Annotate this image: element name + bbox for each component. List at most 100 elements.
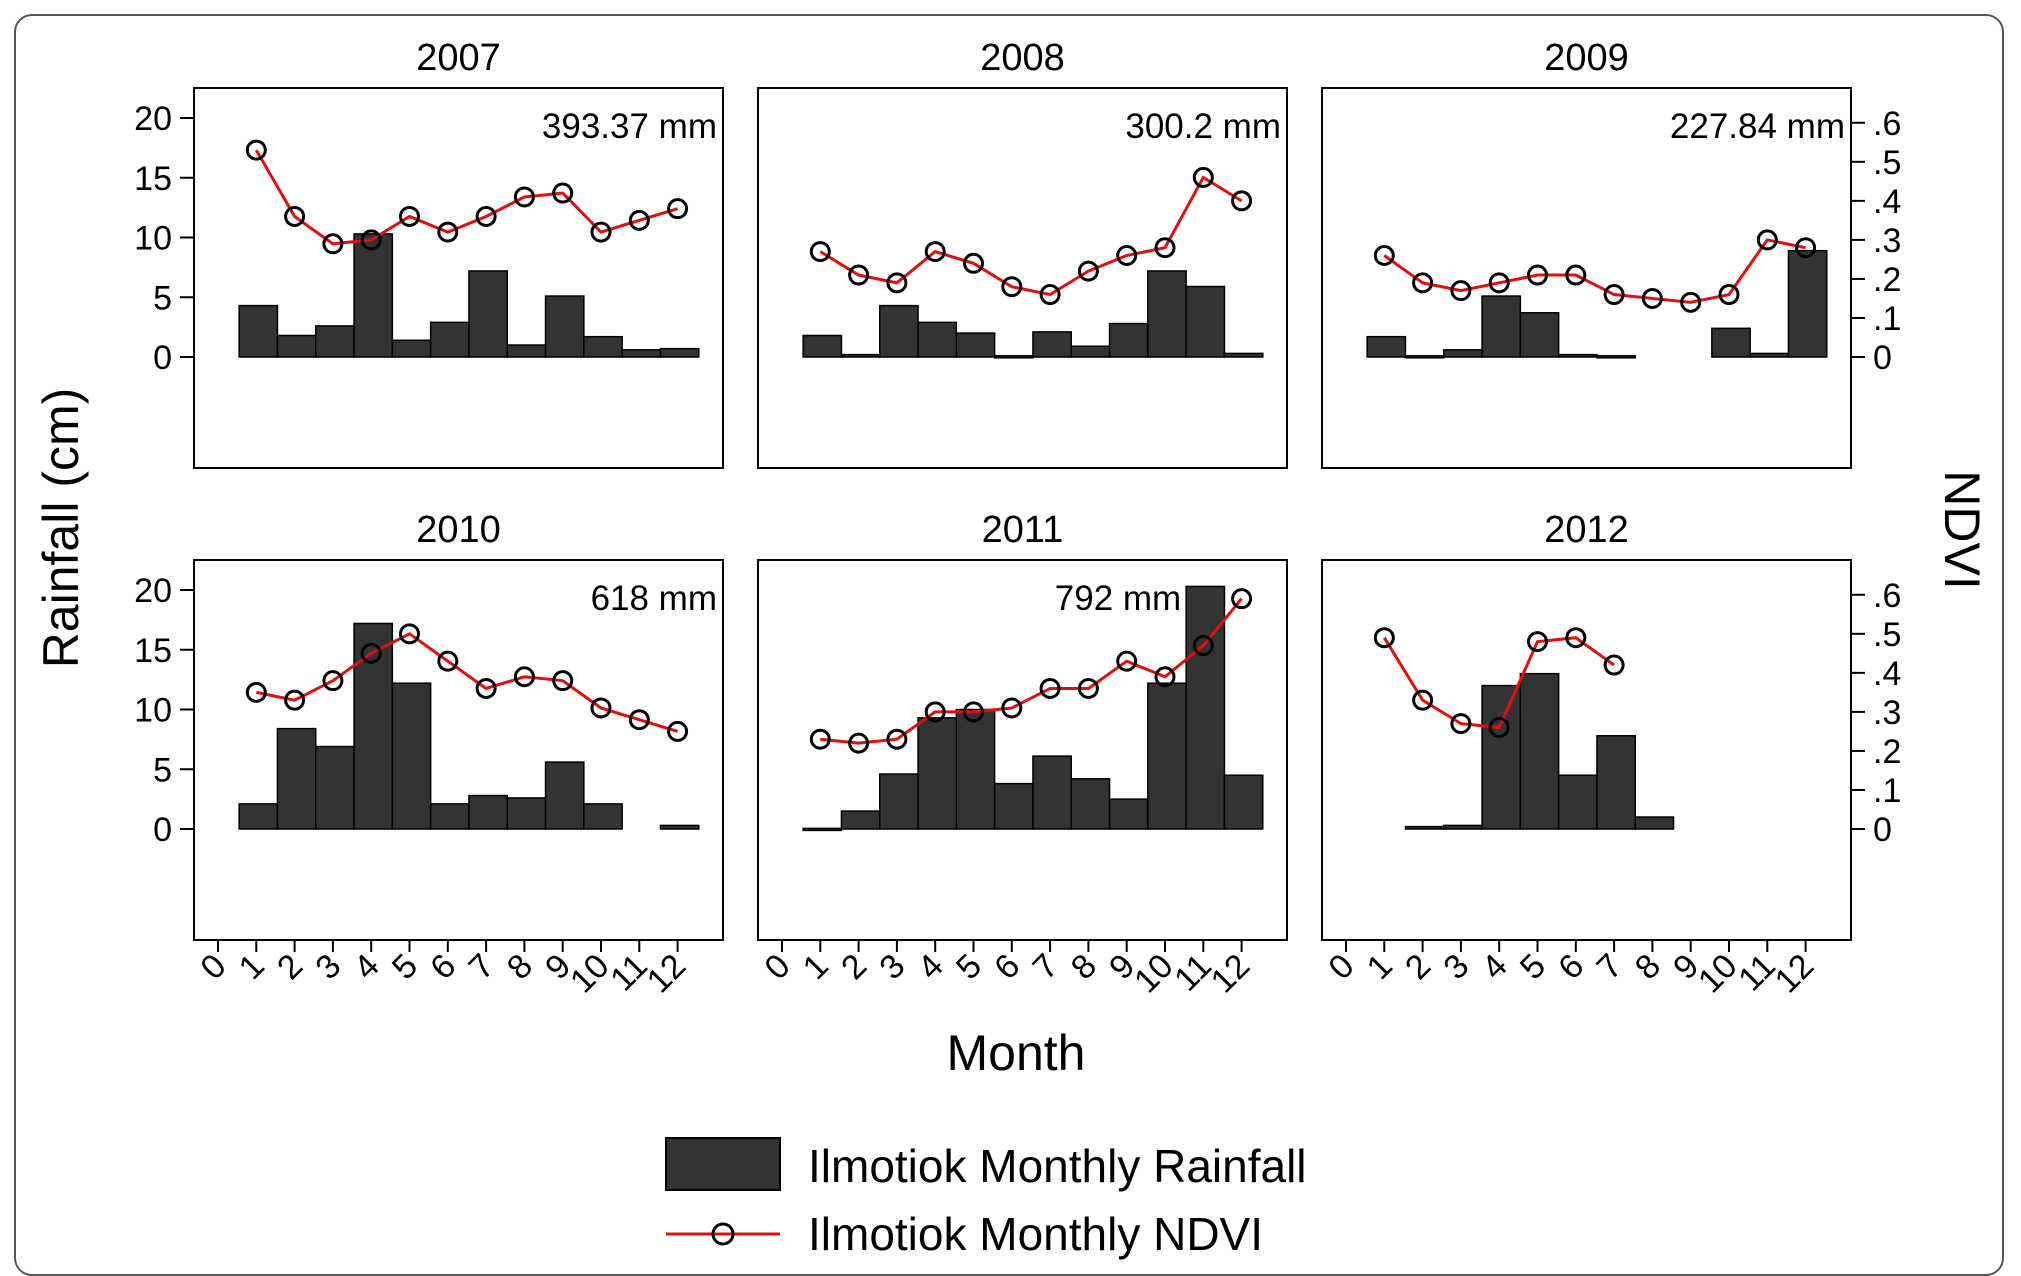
x-axis-label: Month (947, 1025, 1086, 1081)
panel-2009: 2009 227.84 mm 0.1.2.3.4.5.6 (1321, 37, 1901, 469)
rainfall-bar (544, 761, 585, 830)
rainfall-bar (391, 682, 432, 830)
rainfall-bar (659, 347, 700, 358)
ndvi-point (963, 701, 984, 723)
rainfall-bar (315, 325, 355, 358)
ndvi-point (284, 689, 306, 711)
rainfall-total-annotation: 227.84 mm (1670, 107, 1845, 146)
ndvi-point (1527, 264, 1548, 286)
x-tick-label: 7 (1590, 947, 1630, 987)
ndvi-point (1450, 280, 1472, 302)
x-tick-label: 6 (1551, 947, 1591, 987)
rainfall-bar (468, 794, 509, 830)
ndvi-line (1383, 238, 1806, 304)
rainfall-bar (917, 321, 958, 358)
x-tick-label: 6 (423, 947, 463, 987)
rainfall-bar (276, 727, 317, 830)
ndvi-point (437, 221, 459, 243)
y2-tick-label: .4 (1873, 655, 1901, 693)
ndvi-line (819, 175, 1243, 297)
x-tick-label: 8 (1064, 947, 1104, 987)
ndvi-point (399, 623, 420, 645)
ndvi-point (1412, 272, 1434, 294)
ndvi-point (1077, 677, 1099, 699)
x-tick-label: 12 (1768, 947, 1822, 1001)
ndvi-point (1488, 272, 1510, 294)
y-tick-label: 20 (134, 572, 172, 610)
rainfall-bar (1070, 778, 1111, 830)
rainfall-bar (544, 295, 585, 358)
legend-rainfall-swatch (665, 1137, 781, 1191)
ndvi-point (1756, 229, 1778, 251)
ndvi-point (475, 205, 497, 227)
ndvi-point (1373, 245, 1395, 267)
rainfall-bar (1366, 335, 1407, 358)
x-tick-label: 2 (1398, 947, 1438, 987)
ndvi-point (245, 681, 267, 703)
x-tick-label: 5 (1513, 947, 1553, 987)
ndvi-point (809, 728, 831, 750)
plot-area (757, 87, 1288, 469)
rainfall-bar (1596, 735, 1636, 830)
panel-title: 2010 (416, 509, 501, 551)
rainfall-bar (1749, 352, 1790, 358)
legend-rainfall-label: Ilmotiok Monthly Rainfall (808, 1140, 1307, 1192)
rainfall-bar (238, 304, 279, 358)
rainfall-bar (315, 745, 355, 830)
y2-tick-label: .5 (1873, 144, 1901, 182)
ndvi-point (848, 732, 870, 754)
x-tick-label: 0 (1321, 947, 1361, 987)
rainfall-bar (1185, 285, 1226, 358)
rainfall-bar (506, 797, 547, 830)
ndvi-point (924, 241, 946, 263)
rainfall-bar (1787, 249, 1828, 358)
x-tick-label: 5 (949, 947, 989, 987)
rainfall-bar (993, 782, 1034, 830)
x-tick-label: 6 (987, 947, 1027, 987)
rainfall-bar (391, 339, 432, 358)
rainfall-bar (353, 622, 394, 830)
panel-title: 2012 (1544, 509, 1629, 551)
y-right-axis-label: NDVI (1934, 470, 1990, 589)
y2-tick-label: .6 (1873, 577, 1901, 615)
y2-tick-label: .4 (1873, 183, 1901, 221)
ndvi-point (628, 709, 650, 731)
y-tick-label: 0 (153, 339, 172, 377)
rainfall-bar (429, 803, 470, 830)
y-tick-label: 15 (134, 632, 172, 670)
ndvi-point (1039, 284, 1061, 306)
rainfall-bar (1557, 774, 1598, 830)
rainfall-bar (1557, 353, 1598, 358)
rainfall-bar (917, 717, 958, 830)
ndvi-point (1680, 291, 1702, 313)
ndvi-point (1001, 697, 1023, 719)
y-tick-label: 10 (134, 220, 172, 258)
y2-tick-label: .1 (1873, 772, 1901, 810)
rainfall-bar (1223, 774, 1264, 830)
panel-title: 2011 (982, 509, 1064, 551)
ndvi-point (667, 720, 689, 742)
rainfall-bar (1443, 349, 1483, 358)
x-tick-label: 12 (1204, 947, 1258, 1001)
ndvi-point (628, 209, 650, 231)
ndvi-point (1718, 284, 1740, 306)
ndvi-point (809, 241, 831, 263)
ndvi-point (1231, 588, 1253, 610)
ndvi-point (513, 666, 535, 688)
rainfall-total-annotation: 618 mm (591, 579, 717, 618)
rainfall-bar (583, 335, 623, 358)
ndvi-point (1527, 631, 1548, 653)
x-tick-label: 1 (796, 947, 836, 987)
rainfall-bar (802, 334, 843, 358)
ndvi-point (1450, 713, 1472, 735)
ndvi-point (1154, 666, 1176, 688)
x-tick-label: 3 (1436, 947, 1476, 987)
rainfall-bar (429, 321, 470, 358)
y-left-axis-label: Rainfall (cm) (33, 388, 89, 669)
ndvi-point (1192, 166, 1214, 188)
x-tick-label: 1 (232, 947, 272, 987)
